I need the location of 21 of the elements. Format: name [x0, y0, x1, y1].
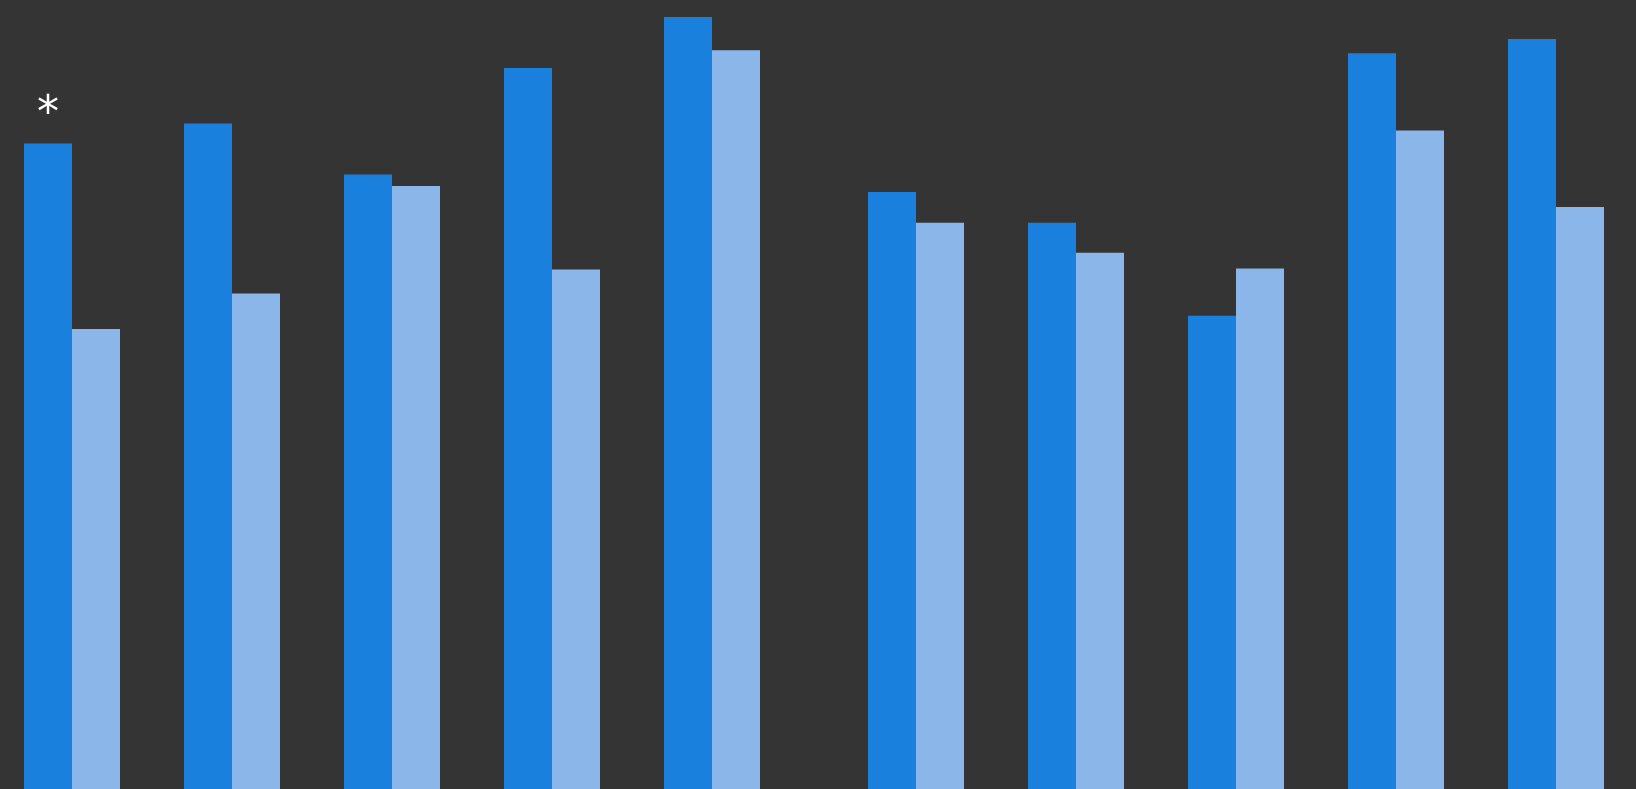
bar [868, 192, 916, 789]
bar [1076, 252, 1124, 789]
bar [392, 186, 440, 789]
bar [1396, 130, 1444, 789]
bar [1508, 39, 1556, 789]
bar [1028, 222, 1076, 789]
bar [344, 174, 392, 789]
bar [1188, 315, 1236, 789]
bar [1556, 207, 1604, 789]
bar [552, 269, 600, 789]
bar [72, 328, 120, 789]
bar [1348, 53, 1396, 789]
bar [504, 67, 552, 789]
bar [24, 143, 72, 789]
bar [1236, 268, 1284, 789]
bar [184, 123, 232, 789]
bar [232, 293, 280, 789]
bar [664, 17, 712, 789]
annotation: * [37, 85, 59, 137]
bar [712, 50, 760, 789]
bar [916, 222, 964, 789]
